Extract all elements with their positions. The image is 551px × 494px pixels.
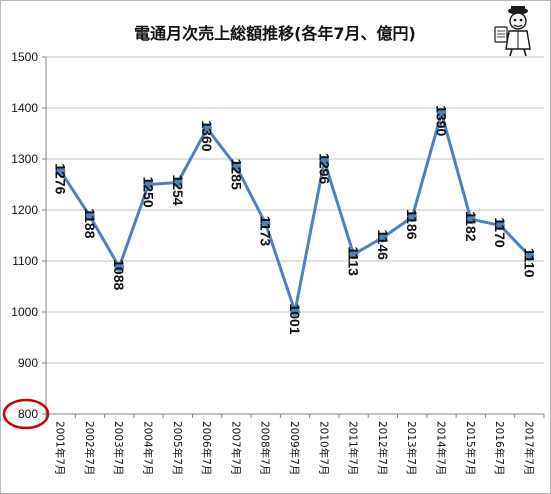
- data-label: 1390: [433, 105, 449, 136]
- data-point: [114, 262, 125, 272]
- y-axis-ticks: 800 900 1000 1100 1200 1300 1400 1500: [11, 50, 38, 421]
- data-label: 1296: [316, 153, 332, 184]
- x-tick-label: 2011年7月: [347, 421, 360, 475]
- data-label: 1285: [228, 159, 244, 190]
- data-point: [173, 177, 183, 188]
- data-point: [55, 166, 66, 177]
- data-point: [348, 249, 359, 260]
- y-tick-label: 1500: [11, 50, 38, 64]
- data-label: 1276: [53, 163, 69, 194]
- x-tick-label: 2006年7月: [200, 421, 213, 475]
- data-label: 1188: [82, 208, 98, 239]
- data-point: [290, 306, 300, 317]
- data-labels: 1276 1188 1088 1250 1254 1360 1285 1173 1001 1296…: [53, 105, 538, 335]
- data-label: 1110: [521, 248, 537, 278]
- data-label: 1182: [463, 211, 479, 242]
- data-label: 1360: [199, 120, 215, 151]
- x-tick-label: 2008年7月: [259, 421, 272, 475]
- x-tick-label: 2007年7月: [229, 421, 242, 475]
- x-tick-label: 2013年7月: [405, 421, 418, 475]
- data-point: [495, 220, 505, 231]
- data-label: 1113: [346, 246, 362, 276]
- chart-title: 電通月次売上総額推移(各年7月、億円): [134, 24, 416, 43]
- highlight-ellipse: [2, 398, 50, 430]
- data-label: 1146: [375, 230, 391, 261]
- data-point: [85, 211, 95, 221]
- x-tick-label: 2016年7月: [493, 421, 506, 475]
- data-point: [378, 232, 388, 243]
- x-axis-ticks: 2001年7月 2002年7月 2003年7月 2004年7月 2005年7月 2006年…: [54, 421, 536, 475]
- y-tick-label: 900: [18, 356, 38, 370]
- data-point: [436, 108, 447, 118]
- data-label: 1170: [492, 217, 508, 248]
- data-label: 1001: [287, 303, 303, 334]
- data-label: 1173: [258, 216, 274, 247]
- series-polyline: [59, 111, 531, 313]
- mascot-icon: [494, 6, 531, 57]
- y-tick-label: 1200: [11, 203, 38, 217]
- data-point: [524, 251, 535, 261]
- data-point: [407, 212, 417, 222]
- series-line: [55, 108, 535, 317]
- data-point: [231, 161, 242, 172]
- x-tick-label: 2009年7月: [288, 421, 301, 475]
- x-tick-label: 2014年7月: [434, 421, 447, 475]
- x-tick-label: 2010年7月: [317, 421, 330, 475]
- data-label: 1088: [111, 259, 127, 290]
- x-tick-label: 2005年7月: [171, 421, 184, 475]
- data-point: [319, 156, 330, 166]
- axes: [42, 56, 545, 418]
- y-tick-label: 1100: [12, 254, 38, 268]
- y-tick-label: 800: [18, 407, 38, 421]
- x-tick-label: 2012年7月: [376, 421, 389, 475]
- data-label: 1254: [170, 174, 186, 205]
- data-point: [260, 218, 271, 229]
- y-tick-label: 1300: [11, 152, 38, 166]
- x-tick-label: 2003年7月: [112, 421, 125, 475]
- data-label: 1250: [141, 177, 157, 208]
- y-tick-label: 1000: [11, 305, 38, 319]
- x-tick-label: 2002年7月: [83, 421, 96, 475]
- data-point: [465, 214, 476, 224]
- y-tick-label: 1400: [11, 101, 38, 115]
- data-label: 1186: [404, 209, 420, 240]
- x-tick-label: 2017年7月: [522, 421, 535, 475]
- x-tick-label: 2001年7月: [54, 421, 67, 475]
- data-point: [202, 123, 212, 134]
- x-tick-label: 2015年7月: [464, 421, 477, 475]
- x-tick-label: 2004年7月: [142, 421, 155, 475]
- highlight-circle: [2, 398, 50, 430]
- data-point: [143, 179, 154, 190]
